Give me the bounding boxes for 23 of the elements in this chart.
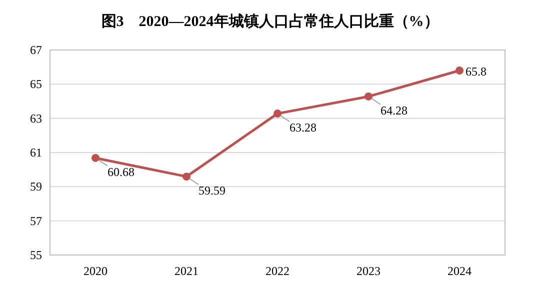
x-tick-label: 2022: [266, 264, 290, 278]
chart-title: 图3 2020—2024年城镇人口占常住人口比重（%）: [101, 13, 439, 30]
x-tick-label: 2020: [84, 264, 108, 278]
data-label: 60.68: [108, 164, 134, 179]
x-tick-label: 2023: [356, 264, 380, 278]
point: [364, 92, 372, 100]
x-tick-label: 2024: [448, 264, 472, 278]
y-tick-label: 67: [30, 43, 42, 57]
point: [274, 110, 282, 118]
y-tick-label: 55: [30, 248, 42, 262]
x-tick-label: 2021: [174, 264, 198, 278]
y-tick-label: 61: [30, 146, 42, 160]
point: [456, 66, 464, 74]
y-tick-label: 63: [30, 111, 42, 126]
data-label: 59.59: [198, 184, 226, 198]
data-label: 64.28: [380, 103, 408, 118]
y-tick-label: 65: [30, 77, 42, 92]
data-label: 63.28: [290, 120, 316, 135]
y-tick-label: 59: [30, 180, 42, 194]
data-label: 65.8: [466, 64, 486, 78]
point: [92, 154, 100, 162]
point: [182, 172, 190, 181]
y-tick-label: 57: [30, 214, 42, 228]
